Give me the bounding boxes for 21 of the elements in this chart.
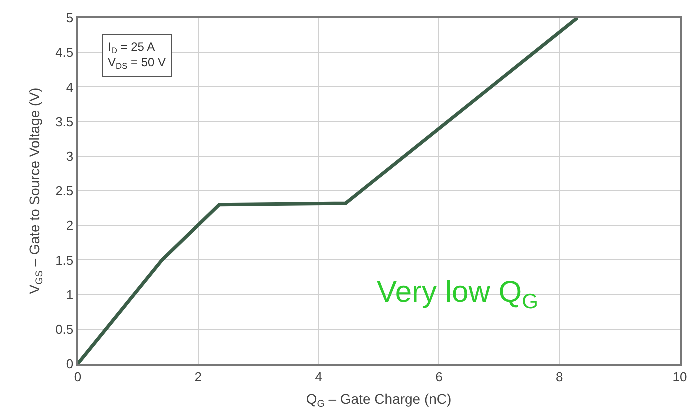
- y-tick-label: 4.5: [56, 45, 74, 60]
- y-tick-label: 2: [66, 218, 74, 234]
- annotation: Very low Q$_{G}$: [377, 276, 538, 314]
- y-tick-label: 3.5: [56, 114, 74, 130]
- y-tick-label: 0: [66, 356, 74, 372]
- x-tick-label: 4: [315, 369, 322, 384]
- y-tick-label: 2.5: [56, 184, 74, 199]
- x-tick-label: 10: [672, 369, 688, 384]
- x-axis-title: Q$_{G}$ – Gate Charge (nC): [306, 391, 452, 410]
- annotation: I$_{D}$ = 25 A: [108, 40, 156, 56]
- y-tick-label: 3: [66, 148, 74, 164]
- y-tick-label: 4: [66, 80, 74, 95]
- x-tick-label: 6: [436, 369, 443, 384]
- y-tick-label: 1.5: [56, 252, 74, 268]
- x-tick-label: 2: [194, 369, 202, 384]
- line-series: [78, 18, 580, 364]
- x-tick-label: 8: [556, 369, 564, 384]
- y-tick-label: 5: [66, 10, 74, 26]
- y-tick-label: 1: [66, 287, 74, 302]
- annotation: V$_{DS}$ = 50 V: [108, 56, 166, 72]
- y-tick-label: 0.5: [56, 322, 74, 337]
